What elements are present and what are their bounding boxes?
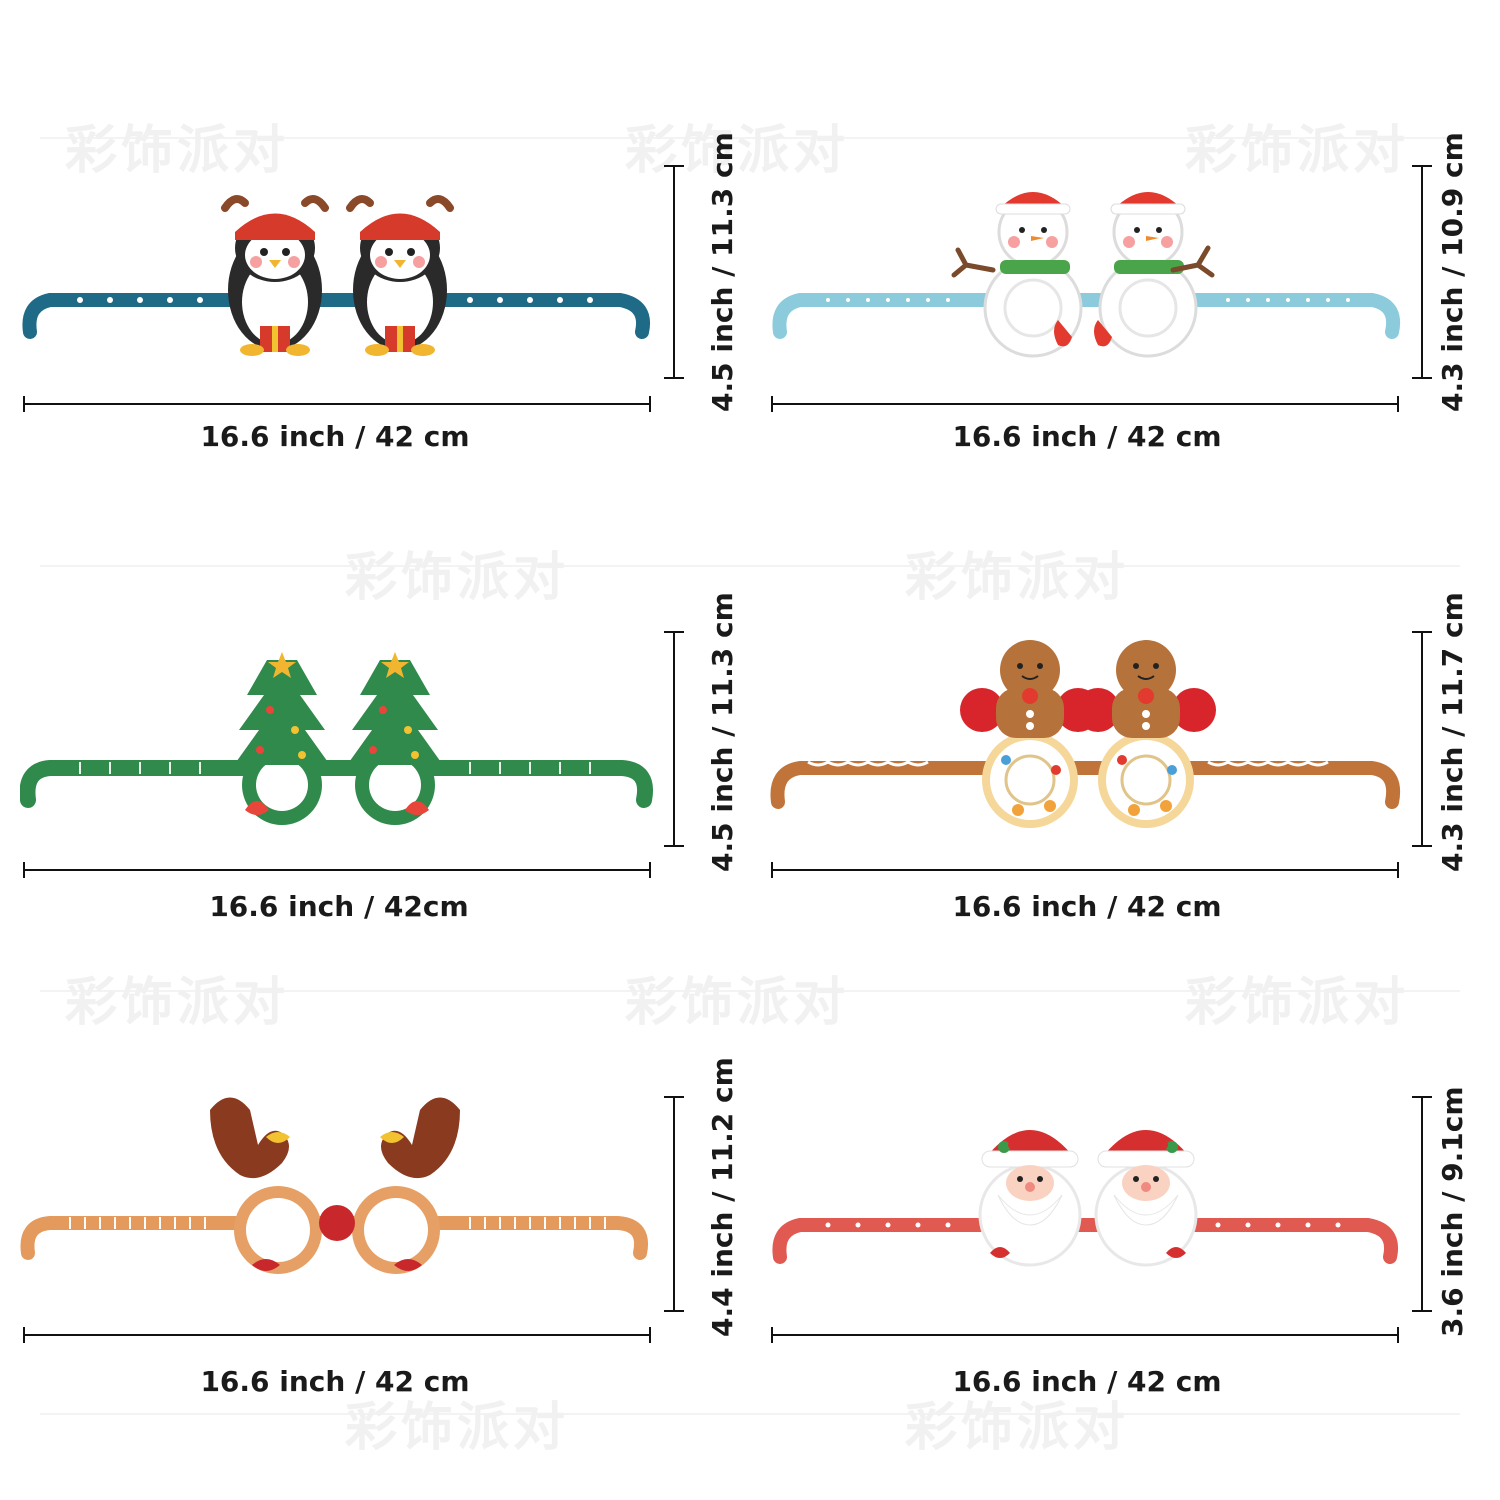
glasses-card-christmas-tree: 16.6 inch / 42cm 4.5 inch / 11.3 cm xyxy=(20,592,740,930)
christmas-tree-glasses-illustration xyxy=(20,631,684,878)
glasses-card-reindeer: 16.6 inch / 42 cm 4.4 inch / 11.2 cm xyxy=(20,1057,740,1398)
gingerbread-glasses-illustration xyxy=(770,631,1432,878)
width-label: 16.6 inch / 42cm xyxy=(209,890,469,923)
height-label: 3.6 inch / 9.1cm xyxy=(1436,1086,1469,1337)
width-label: 16.6 inch / 42 cm xyxy=(952,1365,1222,1398)
watermark-text: 彩饰派对 xyxy=(345,1398,570,1458)
width-label: 16.6 inch / 42 cm xyxy=(952,890,1222,923)
watermark-text: 彩饰派对 xyxy=(905,548,1130,608)
glasses-card-snowman: 16.6 inch / 42 cm 4.3 inch / 10.9 cm xyxy=(768,132,1488,460)
penguin-glasses-illustration xyxy=(22,165,684,412)
watermark-text: 彩饰派对 xyxy=(65,121,290,181)
height-label: 4.3 inch / 10.9 cm xyxy=(1436,132,1469,412)
watermark-text: 彩饰派对 xyxy=(65,973,290,1033)
watermark-line xyxy=(40,990,1460,992)
watermark-text: 彩饰派对 xyxy=(1185,121,1410,181)
height-label: 4.4 inch / 11.2 cm xyxy=(706,1057,739,1337)
watermark-text: 彩饰派对 xyxy=(625,121,850,181)
watermark-text: 彩饰派对 xyxy=(625,973,850,1033)
glasses-card-penguin: 16.6 inch / 42 cm 4.5 inch / 11.3 cm xyxy=(20,132,740,460)
height-label: 4.5 inch / 11.3 cm xyxy=(706,132,739,412)
width-label: 16.6 inch / 42 cm xyxy=(200,420,470,453)
santa-glasses-illustration xyxy=(771,1096,1432,1343)
height-label: 4.3 inch / 11.7 cm xyxy=(1436,592,1469,872)
watermark-line xyxy=(40,1413,1460,1415)
height-label: 4.5 inch / 11.3 cm xyxy=(706,592,739,872)
watermark-text: 彩饰派对 xyxy=(905,1398,1130,1458)
glasses-card-gingerbread: 16.6 inch / 42 cm 4.3 inch / 11.7 cm xyxy=(768,592,1488,930)
width-label: 16.6 inch / 42 cm xyxy=(200,1365,470,1398)
width-label: 16.6 inch / 42 cm xyxy=(952,420,1222,453)
watermark-line xyxy=(40,565,1460,567)
snowman-glasses-illustration xyxy=(771,165,1432,412)
glasses-card-santa: 16.6 inch / 42 cm 3.6 inch / 9.1cm xyxy=(768,1075,1488,1398)
watermark-text: 彩饰派对 xyxy=(345,548,570,608)
watermark-text: 彩饰派对 xyxy=(1185,973,1410,1033)
reindeer-glasses-illustration xyxy=(20,1096,684,1343)
watermark-line xyxy=(40,137,1460,139)
